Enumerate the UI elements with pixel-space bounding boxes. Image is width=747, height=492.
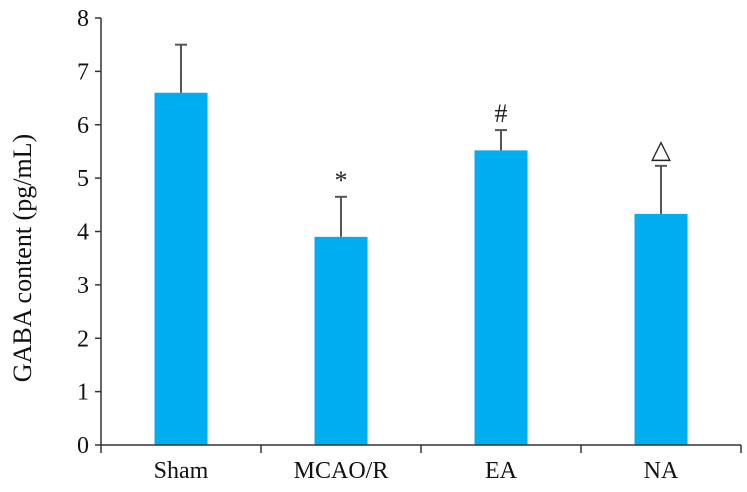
x-tick-label: EA bbox=[485, 458, 518, 484]
y-axis-ticks: 0 1 2 3 4 5 6 7 8 bbox=[77, 6, 101, 459]
bars bbox=[154, 92, 688, 445]
y-axis-title: GABA content (pg/mL) bbox=[8, 134, 37, 382]
y-tick-label: 6 bbox=[77, 113, 89, 139]
bar bbox=[154, 92, 208, 445]
x-tick-label: MCAO/R bbox=[294, 458, 389, 484]
axes bbox=[100, 18, 742, 453]
bar bbox=[474, 150, 528, 445]
significance-marker: △ bbox=[651, 135, 671, 164]
x-tick-label: Sham bbox=[154, 458, 209, 484]
x-axis-labels: Sham MCAO/R EA NA bbox=[154, 458, 679, 484]
y-tick-label: 7 bbox=[77, 59, 89, 85]
y-tick-label: 1 bbox=[77, 380, 89, 406]
y-tick-label: 0 bbox=[77, 433, 89, 459]
significance-markers: * # △ bbox=[335, 99, 672, 195]
y-tick-label: 5 bbox=[77, 166, 89, 192]
bar bbox=[634, 213, 688, 445]
y-tick-label: 4 bbox=[77, 220, 89, 246]
significance-marker: # bbox=[495, 99, 508, 128]
x-tick-label: NA bbox=[644, 458, 679, 484]
bar bbox=[314, 236, 368, 445]
y-tick-label: 3 bbox=[77, 273, 89, 299]
y-tick-label: 2 bbox=[77, 326, 89, 352]
error-bars bbox=[175, 43, 667, 237]
significance-marker: * bbox=[335, 166, 348, 195]
y-tick-label: 8 bbox=[77, 6, 89, 32]
